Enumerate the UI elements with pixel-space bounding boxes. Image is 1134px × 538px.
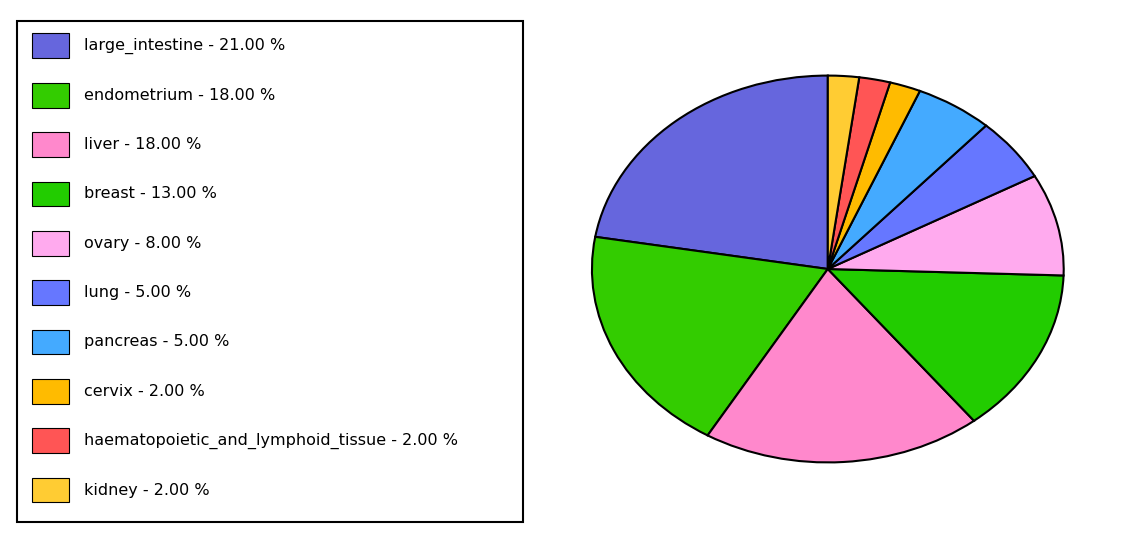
Text: breast - 13.00 %: breast - 13.00 % xyxy=(84,187,218,201)
Wedge shape xyxy=(828,75,860,269)
FancyBboxPatch shape xyxy=(32,478,69,502)
Wedge shape xyxy=(592,237,828,435)
Wedge shape xyxy=(828,77,890,269)
Wedge shape xyxy=(828,176,1064,275)
Text: lung - 5.00 %: lung - 5.00 % xyxy=(84,285,192,300)
Text: pancreas - 5.00 %: pancreas - 5.00 % xyxy=(84,335,230,350)
Text: ovary - 8.00 %: ovary - 8.00 % xyxy=(84,236,202,251)
Wedge shape xyxy=(828,91,987,269)
FancyBboxPatch shape xyxy=(32,231,69,256)
FancyBboxPatch shape xyxy=(32,181,69,207)
Text: kidney - 2.00 %: kidney - 2.00 % xyxy=(84,483,210,498)
Wedge shape xyxy=(595,75,828,269)
FancyBboxPatch shape xyxy=(32,379,69,404)
Text: liver - 18.00 %: liver - 18.00 % xyxy=(84,137,202,152)
Wedge shape xyxy=(708,269,974,463)
Wedge shape xyxy=(828,125,1034,269)
FancyBboxPatch shape xyxy=(32,428,69,453)
FancyBboxPatch shape xyxy=(32,330,69,355)
FancyBboxPatch shape xyxy=(32,280,69,305)
FancyBboxPatch shape xyxy=(32,83,69,108)
Wedge shape xyxy=(828,82,920,269)
FancyBboxPatch shape xyxy=(17,21,523,522)
Wedge shape xyxy=(828,269,1064,421)
FancyBboxPatch shape xyxy=(32,33,69,58)
Text: endometrium - 18.00 %: endometrium - 18.00 % xyxy=(84,88,276,103)
Text: haematopoietic_and_lymphoid_tissue - 2.00 %: haematopoietic_and_lymphoid_tissue - 2.0… xyxy=(84,433,458,449)
FancyBboxPatch shape xyxy=(32,132,69,157)
Text: large_intestine - 21.00 %: large_intestine - 21.00 % xyxy=(84,38,286,54)
Text: cervix - 2.00 %: cervix - 2.00 % xyxy=(84,384,205,399)
